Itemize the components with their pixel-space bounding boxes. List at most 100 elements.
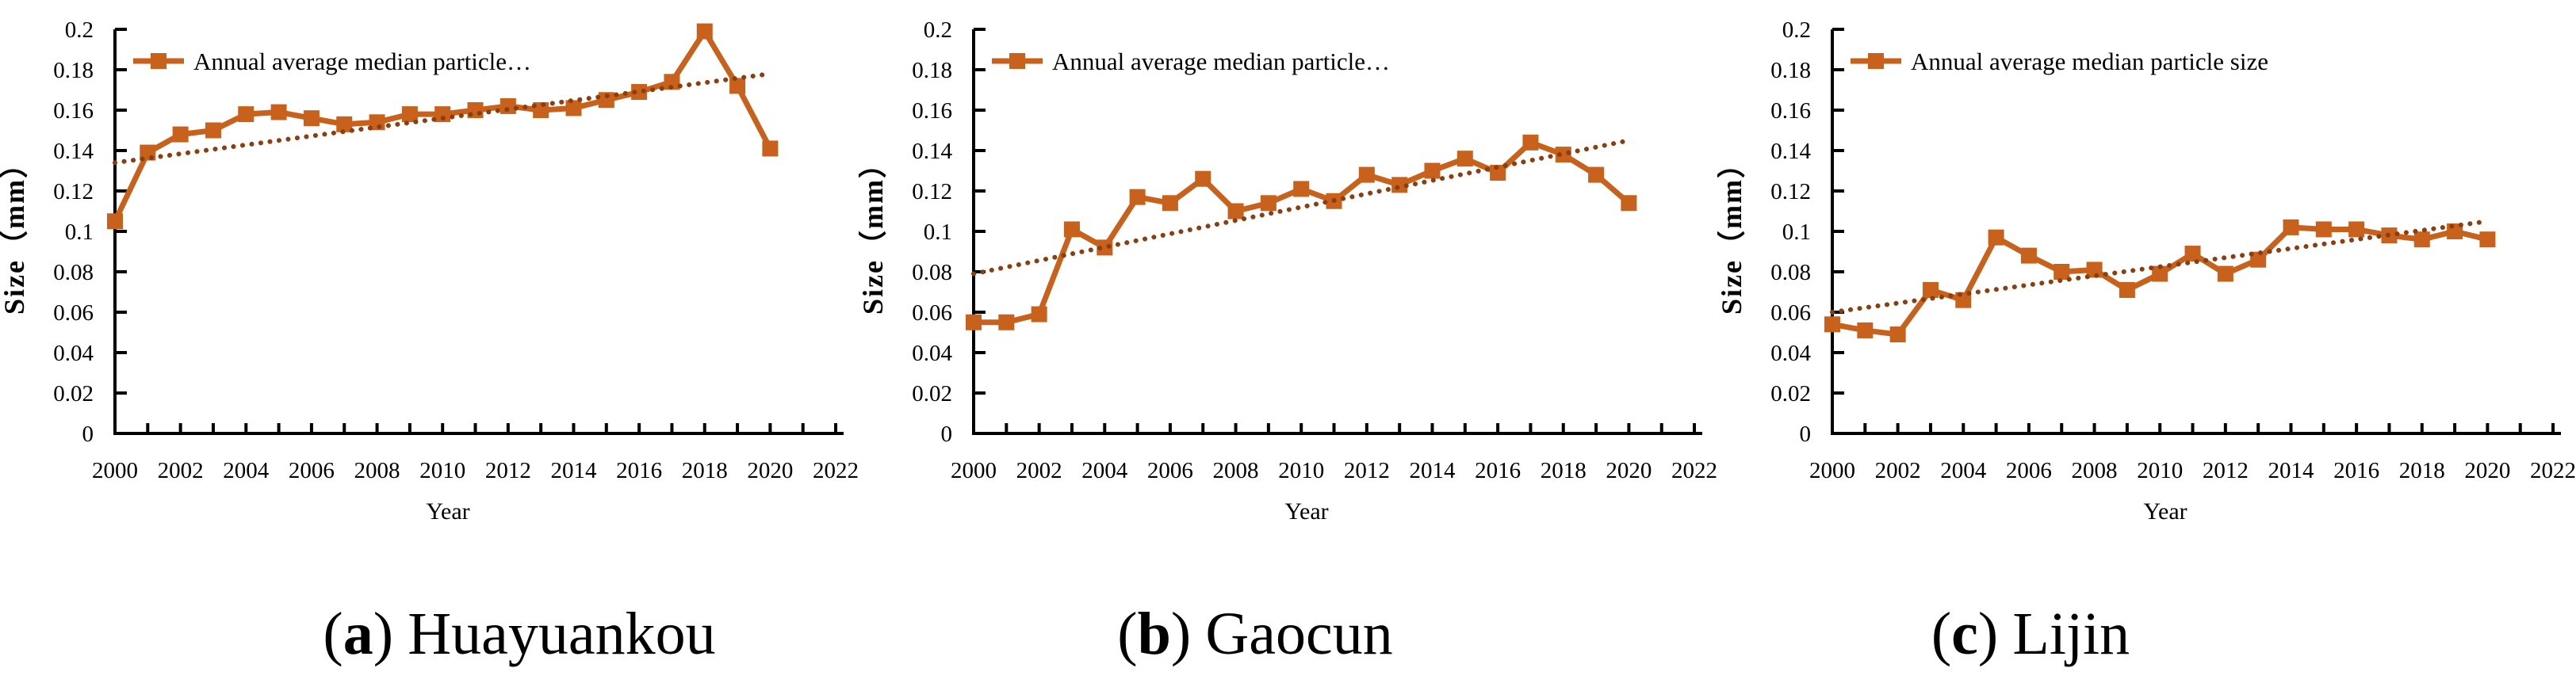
caption-paren-close: ) — [373, 601, 394, 667]
caption-letter: a — [343, 601, 373, 667]
caption-letter: b — [1137, 601, 1171, 667]
caption-station-name: Gaocun — [1205, 601, 1393, 667]
data-point-marker — [107, 213, 123, 230]
data-point-marker — [336, 116, 353, 132]
y-axis-tick-label: 0.12 — [53, 179, 94, 204]
data-point-marker — [2184, 246, 2201, 262]
x-axis-tick-label: 2020 — [1606, 458, 1652, 483]
data-point-marker — [1358, 166, 1375, 183]
legend-label: Annual average median particle size — [1911, 48, 2268, 75]
x-axis-tick-label: 2012 — [2203, 458, 2249, 483]
data-point-marker — [1195, 170, 1211, 187]
data-point-marker — [401, 106, 418, 123]
data-point-marker — [1889, 326, 1906, 343]
caption-paren-open: ( — [1931, 601, 1952, 667]
x-axis-tick-label: 2018 — [2399, 458, 2445, 483]
legend-marker-sample — [1868, 53, 1884, 69]
y-axis-tick-label: 0.2 — [65, 17, 94, 43]
y-axis-tick-label: 0.06 — [53, 300, 94, 326]
y-axis-tick-label: 0.02 — [53, 381, 94, 406]
data-point-marker — [729, 78, 746, 94]
x-axis-tick-label: 2008 — [1213, 458, 1259, 483]
x-axis-title: Year — [2143, 498, 2187, 525]
caption-paren-close: ) — [1977, 601, 1999, 667]
data-point-marker — [1490, 165, 1506, 181]
x-axis-tick-label: 2004 — [1940, 458, 1987, 483]
data-point-marker — [1555, 147, 1571, 163]
x-axis-tick-label: 2016 — [616, 458, 662, 483]
x-axis-tick-label: 2004 — [1081, 458, 1128, 483]
x-axis-tick-label: 2006 — [1147, 458, 1193, 483]
y-axis-tick-label: 0.04 — [912, 341, 952, 366]
data-point-marker — [1456, 151, 1473, 167]
x-axis-tick-label: 2006 — [289, 458, 335, 483]
x-axis-tick-label: 2002 — [1016, 458, 1062, 483]
data-point-marker — [2217, 265, 2233, 282]
x-axis-tick-label: 2020 — [2464, 458, 2510, 483]
y-axis-tick-label: 0.12 — [912, 179, 952, 204]
y-axis-tick-label: 0.18 — [912, 58, 952, 83]
y-axis-tick-label: 0.02 — [1770, 381, 1811, 406]
subfigure-caption-c: (c) Lijin — [1931, 604, 2130, 664]
legend-marker-sample — [1009, 53, 1025, 69]
x-axis-tick-label: 2002 — [158, 458, 204, 483]
data-point-marker — [1063, 221, 1080, 238]
y-axis-tick-label: 0.14 — [53, 139, 94, 164]
y-axis-tick-label: 0.08 — [912, 260, 952, 285]
caption-station-name: Lijin — [2012, 601, 2130, 667]
data-point-marker — [2086, 261, 2103, 278]
y-axis-tick-label: 0.02 — [912, 381, 952, 406]
subfigure-caption-a: (a) Huayuankou — [323, 604, 715, 664]
line-chart-gaocun: 0 0.02 0.04 0.06 0.08 0.1 0.12 0.14 0.16 0.18 0.2 2… — [859, 17, 1717, 525]
x-axis-tick-label: 2022 — [2530, 458, 2576, 483]
data-point-marker — [2054, 264, 2070, 280]
x-axis-tick-label: 2004 — [223, 458, 270, 483]
y-axis-tick-label: 0 — [941, 422, 953, 447]
data-point-marker — [598, 92, 614, 109]
chart-panel-lijin: 0 0.02 0.04 0.06 0.08 0.1 0.12 0.14 0.16 0.18 0.2 2… — [1717, 0, 2576, 687]
data-point-marker — [966, 314, 982, 330]
data-point-marker — [696, 23, 713, 40]
trendline-dotted — [113, 71, 773, 166]
y-axis-tick-label: 0.12 — [1770, 179, 1811, 204]
x-axis-tick-label: 2010 — [419, 458, 465, 483]
data-point-marker — [2283, 219, 2299, 235]
x-axis-tick-label: 2014 — [550, 458, 597, 483]
y-axis-tick-label: 0.1 — [1782, 219, 1811, 245]
caption-station-name: Huayuankou — [408, 601, 716, 667]
data-point-marker — [664, 74, 680, 90]
data-point-marker — [1857, 322, 1874, 338]
line-chart-lijin: 0 0.02 0.04 0.06 0.08 0.1 0.12 0.14 0.16 0.18 0.2 2… — [1717, 17, 2576, 525]
data-point-marker — [1621, 195, 1637, 212]
y-axis-tick-label: 0.14 — [1770, 139, 1811, 164]
y-axis-tick-label: 0.1 — [65, 219, 94, 245]
x-axis-tick-label: 2012 — [1344, 458, 1390, 483]
x-axis-tick-label: 2002 — [1875, 458, 1921, 483]
x-axis-tick-label: 2010 — [2137, 458, 2183, 483]
caption-paren-open: ( — [1117, 601, 1138, 667]
x-axis-tick-label: 2022 — [813, 458, 859, 483]
y-axis-tick-label: 0.06 — [912, 300, 952, 326]
x-axis-tick-label: 2008 — [354, 458, 400, 483]
trendline-dotted — [971, 138, 1632, 277]
x-axis-tick-label: 2000 — [92, 458, 138, 483]
data-point-marker — [434, 106, 451, 123]
data-point-marker — [2152, 265, 2168, 282]
x-axis-tick-label: 2022 — [1671, 458, 1717, 483]
data-point-marker — [1824, 316, 1840, 333]
x-axis-tick-label: 2000 — [1809, 458, 1855, 483]
data-point-marker — [1097, 239, 1113, 256]
chart-panel-gaocun: 0 0.02 0.04 0.06 0.08 0.1 0.12 0.14 0.16 0.18 0.2 2… — [859, 0, 1717, 687]
y-axis-title: Size（mm） — [1717, 148, 1747, 315]
y-axis-title: Size（mm） — [859, 148, 889, 315]
y-axis-tick-label: 0.18 — [1770, 58, 1811, 83]
x-axis-title: Year — [426, 498, 469, 525]
data-point-marker — [2413, 231, 2430, 248]
x-axis-tick-label: 2016 — [2333, 458, 2379, 483]
trendline-dotted — [1830, 219, 2490, 315]
data-point-marker — [1922, 281, 1939, 298]
x-axis-tick-label: 2014 — [2268, 458, 2314, 483]
data-point-marker — [270, 104, 287, 120]
legend-label: Annual average median particle… — [193, 48, 531, 75]
